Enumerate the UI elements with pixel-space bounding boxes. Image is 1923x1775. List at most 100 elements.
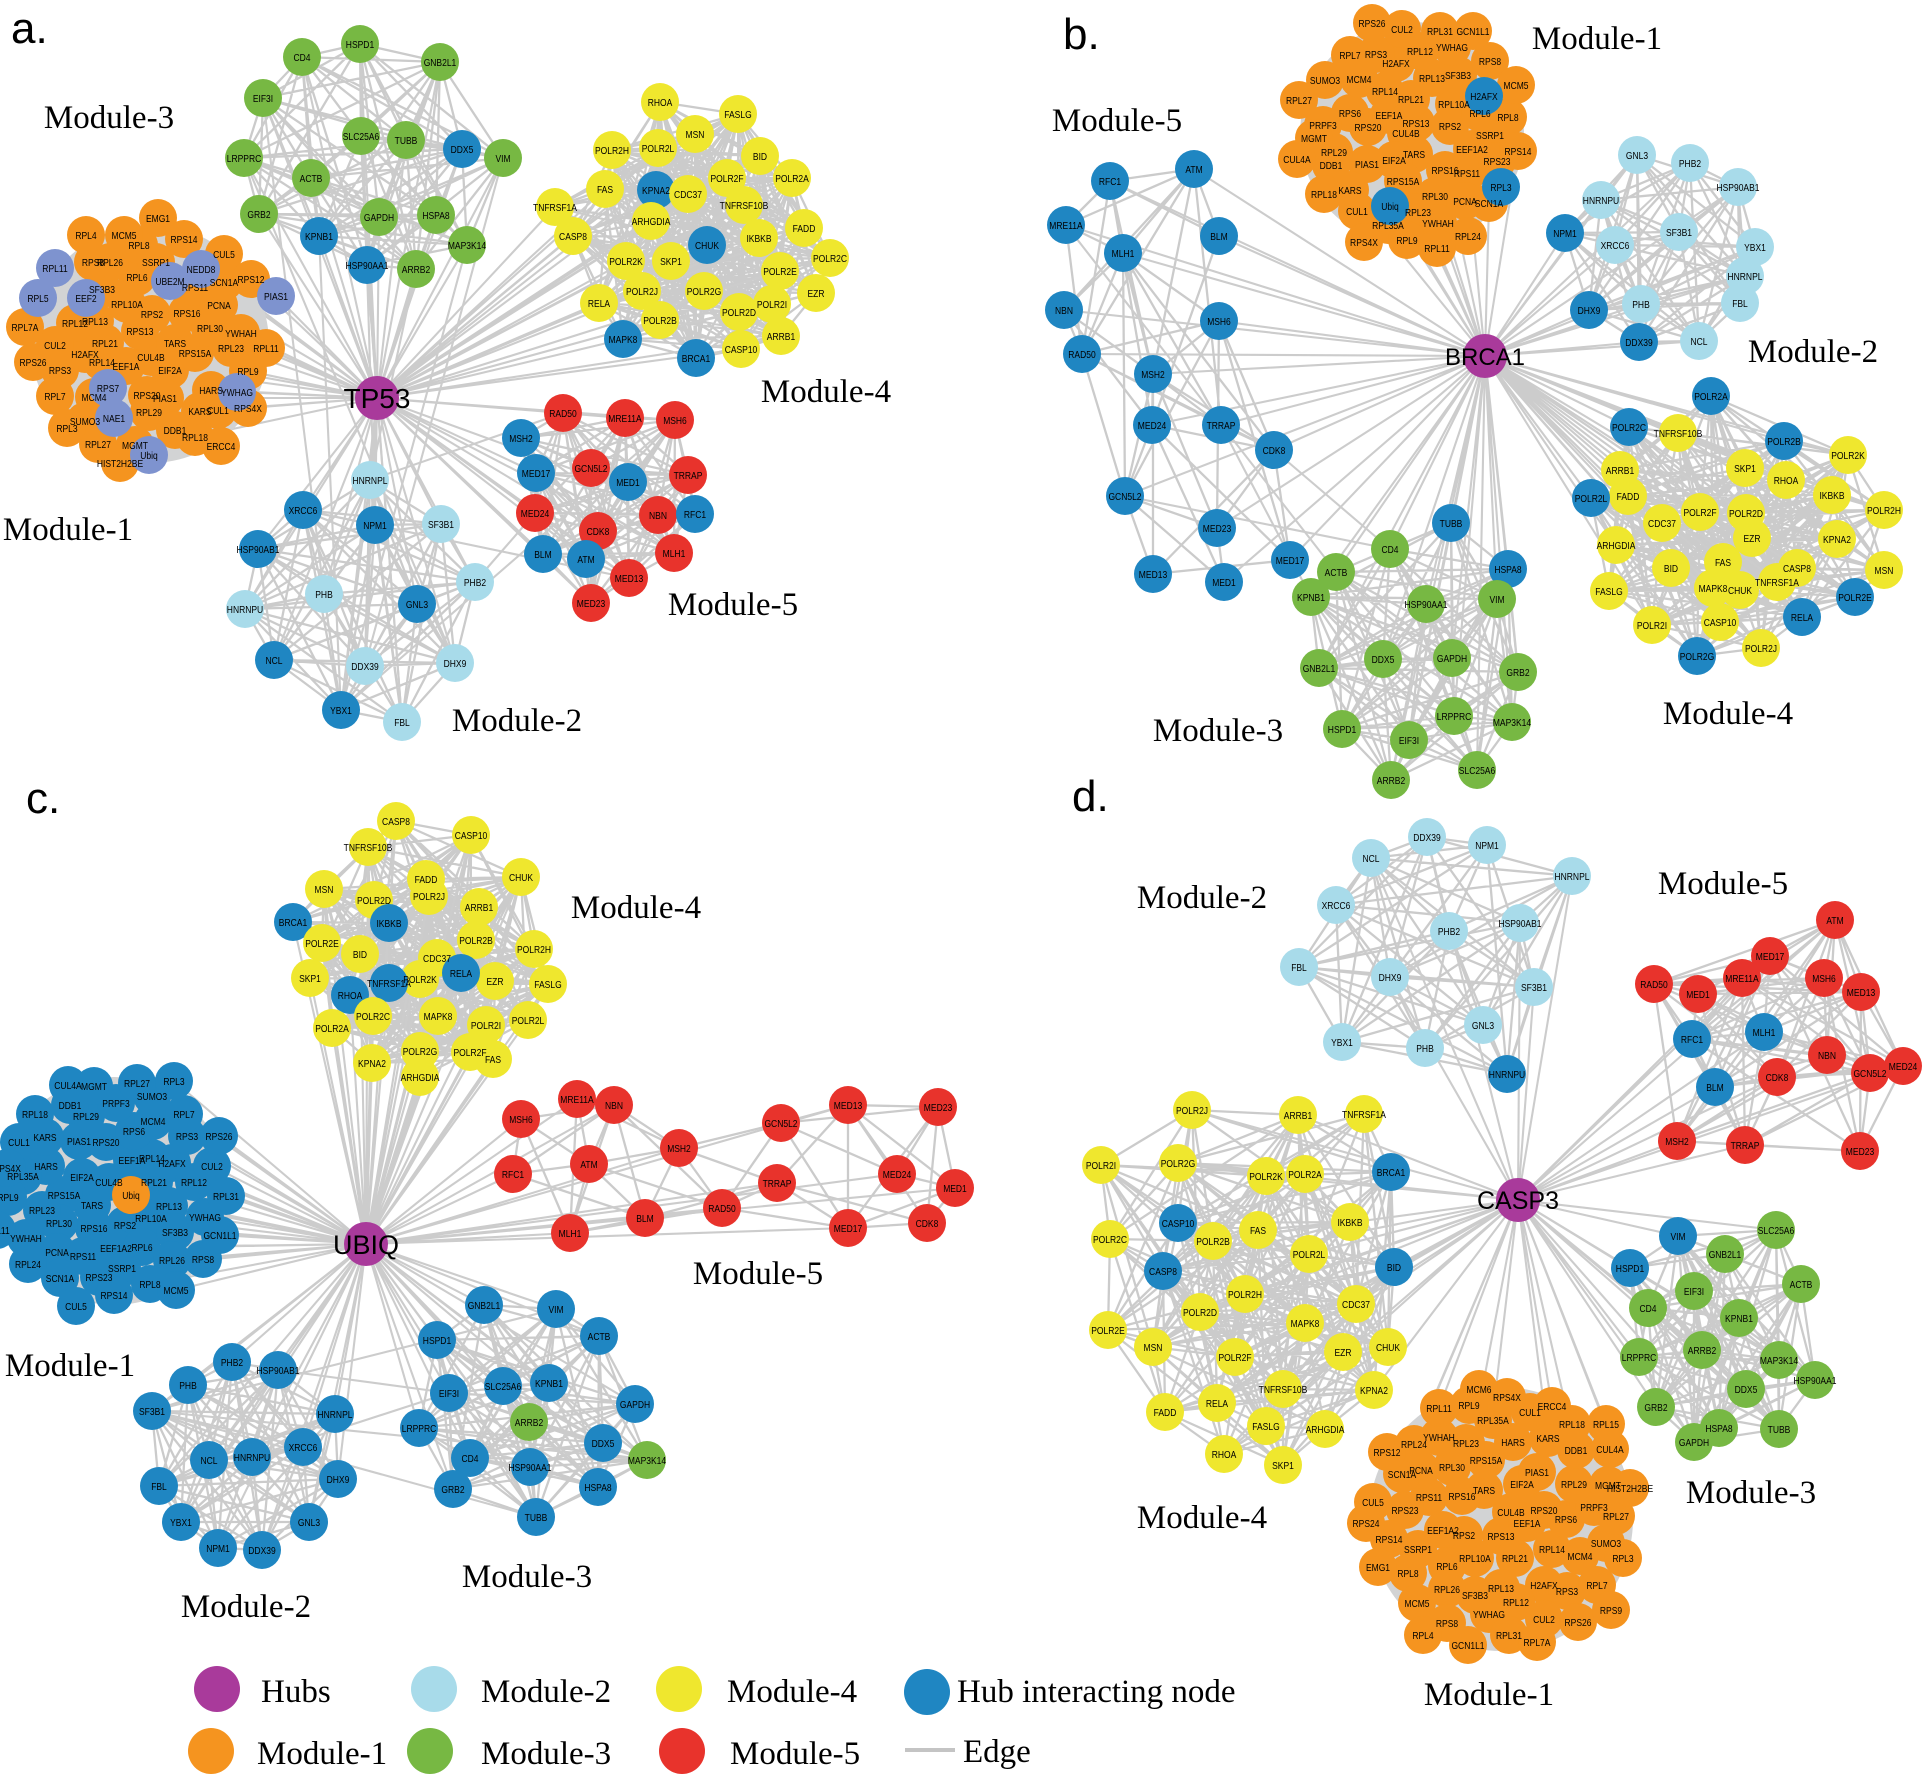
- svg-text:CASP10: CASP10: [1162, 1218, 1195, 1230]
- svg-text:RPS6: RPS6: [1555, 1514, 1577, 1526]
- svg-text:ARHGDIA: ARHGDIA: [1597, 540, 1636, 552]
- svg-text:CUL4B: CUL4B: [137, 352, 164, 364]
- svg-text:FADD: FADD: [1154, 1407, 1177, 1419]
- svg-text:LRPPRC: LRPPRC: [227, 153, 262, 165]
- svg-text:FBL: FBL: [1291, 962, 1307, 974]
- svg-text:RPL26: RPL26: [1434, 1584, 1460, 1596]
- svg-text:POLR2A: POLR2A: [315, 1023, 349, 1035]
- svg-text:FAS: FAS: [485, 1054, 501, 1066]
- svg-text:RPS2: RPS2: [114, 1220, 136, 1232]
- svg-text:SF3B3: SF3B3: [162, 1227, 188, 1239]
- svg-text:RPS12: RPS12: [1374, 1447, 1401, 1459]
- svg-text:XRCC6: XRCC6: [289, 505, 318, 517]
- svg-text:RPL4: RPL4: [1412, 1630, 1433, 1642]
- svg-text:FASLG: FASLG: [534, 979, 561, 991]
- svg-text:DDX39: DDX39: [1413, 832, 1441, 844]
- svg-text:CUL1: CUL1: [1519, 1407, 1541, 1419]
- svg-text:DDB1: DDB1: [59, 1100, 82, 1112]
- svg-text:PRPF3: PRPF3: [102, 1098, 130, 1110]
- svg-text:RPL12: RPL12: [1503, 1597, 1529, 1609]
- svg-text:FADD: FADD: [1617, 491, 1640, 503]
- svg-text:MLH1: MLH1: [1112, 248, 1135, 260]
- svg-text:RPL11: RPL11: [1426, 1403, 1452, 1415]
- svg-text:POLR2K: POLR2K: [1249, 1171, 1283, 1183]
- svg-text:POLR2H: POLR2H: [1228, 1289, 1262, 1301]
- svg-text:IKBKB: IKBKB: [376, 918, 401, 930]
- svg-text:HSP90AB1: HSP90AB1: [1717, 182, 1760, 194]
- svg-text:MRE11A: MRE11A: [1725, 973, 1758, 985]
- svg-text:SF3B1: SF3B1: [1666, 227, 1692, 239]
- svg-text:POLR2B: POLR2B: [459, 935, 493, 947]
- svg-text:PRPF3: PRPF3: [1309, 120, 1337, 132]
- svg-text:PHB2: PHB2: [221, 1357, 243, 1369]
- svg-text:CD4: CD4: [1640, 1303, 1657, 1315]
- svg-text:SF3B3: SF3B3: [89, 284, 115, 296]
- svg-text:CASP10: CASP10: [1704, 617, 1737, 629]
- svg-text:MED24: MED24: [1138, 420, 1167, 432]
- svg-text:EEF1A: EEF1A: [113, 361, 140, 373]
- svg-text:MRE11A: MRE11A: [560, 1094, 593, 1106]
- svg-text:GNB2L1: GNB2L1: [424, 57, 457, 69]
- svg-text:IKBKB: IKBKB: [1337, 1217, 1362, 1229]
- svg-text:RPL18: RPL18: [22, 1109, 48, 1121]
- svg-text:RPS3: RPS3: [176, 1131, 198, 1143]
- svg-text:RPL3: RPL3: [56, 423, 77, 435]
- svg-text:CDC37: CDC37: [1648, 518, 1676, 530]
- svg-text:RPL35A: RPL35A: [1372, 220, 1404, 232]
- svg-text:NCL: NCL: [1691, 336, 1708, 348]
- svg-text:DDB1: DDB1: [1320, 160, 1343, 172]
- svg-text:POLR2I: POLR2I: [1637, 620, 1667, 632]
- svg-text:CUL4B: CUL4B: [1497, 1507, 1524, 1519]
- svg-text:RPL9: RPL9: [0, 1192, 19, 1204]
- svg-text:Edge: Edge: [963, 1734, 1031, 1770]
- svg-text:YBX1: YBX1: [1744, 242, 1766, 254]
- svg-text:ATM: ATM: [577, 554, 594, 566]
- svg-text:GCN5L2: GCN5L2: [574, 463, 607, 475]
- svg-text:RPL7A: RPL7A: [1524, 1637, 1551, 1649]
- svg-text:RFC1: RFC1: [684, 509, 706, 521]
- svg-text:FBL: FBL: [1732, 298, 1748, 310]
- svg-text:ACTB: ACTB: [1790, 1279, 1813, 1291]
- svg-text:CASP10: CASP10: [455, 830, 488, 842]
- svg-text:BRCA1: BRCA1: [279, 917, 308, 929]
- svg-text:PHB: PHB: [1632, 299, 1650, 311]
- svg-text:MSH6: MSH6: [509, 1114, 533, 1126]
- svg-text:BLM: BLM: [534, 549, 552, 561]
- svg-text:EEF1A2: EEF1A2: [1456, 144, 1488, 156]
- svg-text:Ubiq: Ubiq: [122, 1190, 140, 1202]
- svg-text:POLR2F: POLR2F: [453, 1047, 486, 1059]
- svg-text:TP53: TP53: [344, 383, 411, 414]
- svg-text:b.: b.: [1063, 10, 1100, 59]
- svg-text:MSH6: MSH6: [1207, 316, 1231, 328]
- svg-text:POLR2F: POLR2F: [1683, 507, 1716, 519]
- svg-text:RPS3: RPS3: [49, 365, 71, 377]
- svg-text:RPL14: RPL14: [89, 357, 115, 369]
- svg-text:NCL: NCL: [266, 655, 283, 667]
- svg-text:Module-3: Module-3: [1153, 713, 1283, 749]
- svg-text:TARS: TARS: [164, 338, 186, 350]
- svg-text:NEDD8: NEDD8: [187, 264, 216, 276]
- svg-text:RPS4X: RPS4X: [1493, 1392, 1521, 1404]
- svg-text:ACTB: ACTB: [300, 173, 323, 185]
- svg-text:MSN: MSN: [315, 884, 334, 896]
- svg-text:EZR: EZR: [487, 976, 504, 988]
- svg-text:HNRNPU: HNRNPU: [1489, 1069, 1525, 1081]
- svg-text:EIF2A: EIF2A: [1510, 1479, 1534, 1491]
- svg-text:HNRNPL: HNRNPL: [1555, 871, 1590, 883]
- svg-text:POLR2G: POLR2G: [403, 1046, 438, 1058]
- svg-text:RPL31: RPL31: [213, 1191, 239, 1203]
- svg-text:SSRP1: SSRP1: [108, 1263, 136, 1275]
- svg-text:RPL9: RPL9: [1458, 1400, 1479, 1412]
- svg-text:RPL23: RPL23: [29, 1205, 55, 1217]
- svg-text:RPL10A: RPL10A: [1438, 99, 1470, 111]
- svg-text:RPS16: RPS16: [1449, 1491, 1476, 1503]
- svg-text:MCM4: MCM4: [82, 392, 107, 404]
- svg-text:KPNB1: KPNB1: [1725, 1313, 1753, 1325]
- svg-text:RPL7: RPL7: [1339, 50, 1360, 62]
- svg-text:VIM: VIM: [1489, 594, 1504, 606]
- svg-text:RPS11: RPS11: [1454, 168, 1480, 180]
- svg-text:IKBKB: IKBKB: [1819, 490, 1844, 502]
- svg-text:MGMT: MGMT: [81, 1081, 107, 1093]
- svg-text:MAP3K14: MAP3K14: [628, 1455, 666, 1467]
- svg-text:RPL3: RPL3: [1490, 182, 1511, 194]
